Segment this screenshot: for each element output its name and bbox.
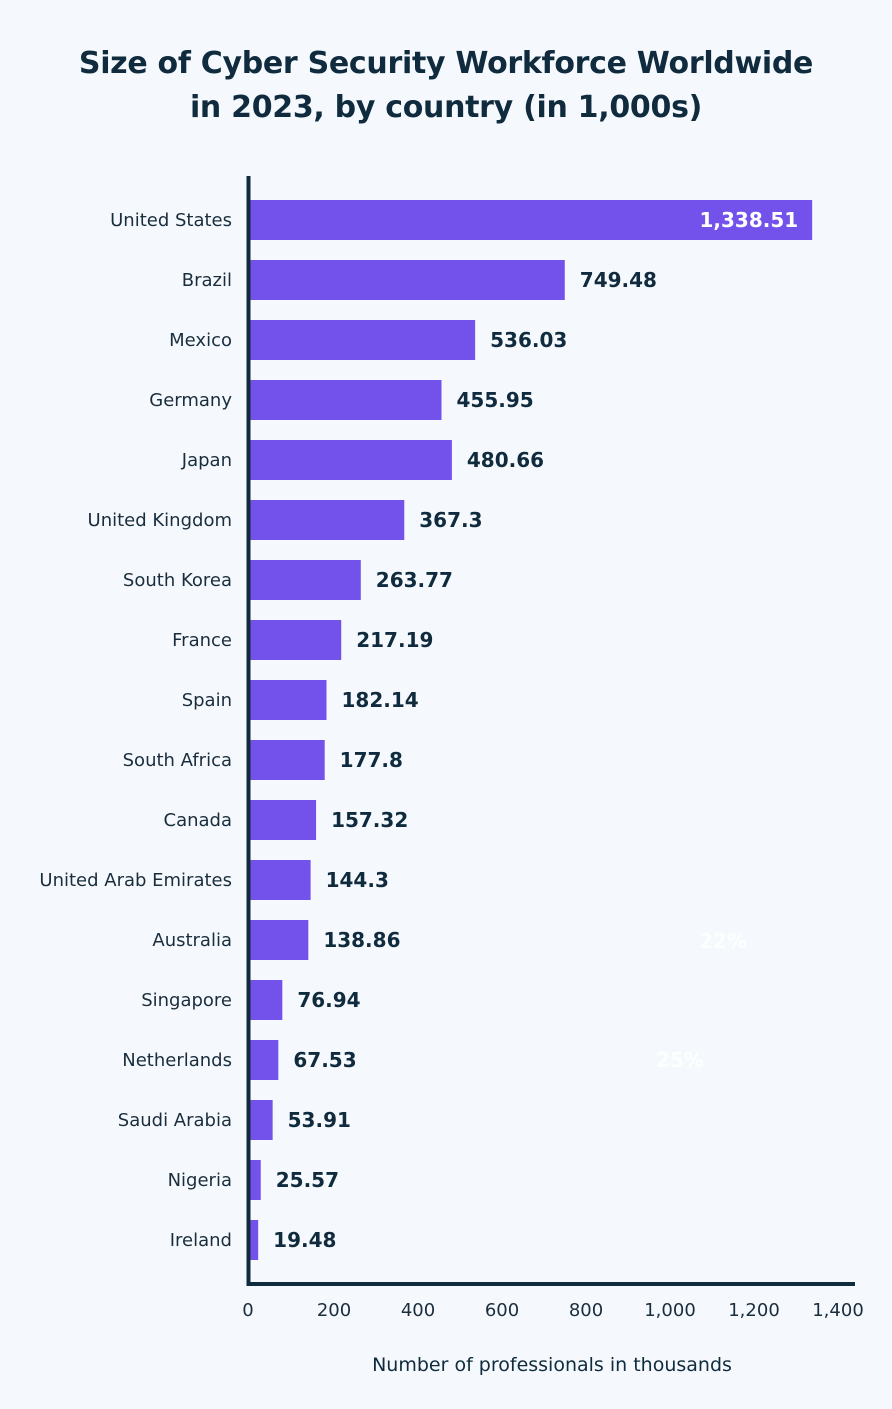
x-tick-label: 1,000: [644, 1300, 696, 1321]
value-label: 144.3: [326, 868, 389, 892]
category-label: Brazil: [182, 270, 232, 291]
bar: [250, 620, 342, 660]
value-label: 217.19: [356, 628, 433, 652]
value-label: 536.03: [490, 328, 567, 352]
x-tick-label: 0: [242, 1300, 253, 1321]
bar: [250, 440, 452, 480]
bar: [250, 740, 325, 780]
annotation-25-percent: 25%: [656, 1048, 704, 1072]
bar: [250, 1220, 259, 1260]
bar: [250, 560, 361, 600]
bars-group: [250, 200, 813, 1260]
value-label: 455.95: [456, 388, 533, 412]
x-axis-title: Number of professionals in thousands: [372, 1354, 732, 1376]
category-label: Mexico: [169, 330, 232, 351]
x-tick-label: 200: [317, 1300, 351, 1321]
value-label: 53.91: [288, 1108, 351, 1132]
category-label: Ireland: [170, 1230, 232, 1251]
x-tick-label: 400: [401, 1300, 435, 1321]
value-label: 19.48: [273, 1228, 336, 1252]
bar: [250, 860, 311, 900]
category-label: Canada: [164, 810, 233, 831]
bar: [250, 680, 327, 720]
value-label: 177.8: [340, 748, 403, 772]
bar: [250, 1040, 279, 1080]
category-label: South Korea: [123, 570, 232, 591]
value-label: 480.66: [467, 448, 544, 472]
category-labels: United States Brazil Mexico Germany Japan Uni…: [39, 210, 232, 1251]
value-label: 749.48: [580, 268, 657, 292]
bar: [250, 980, 283, 1020]
category-label: United Kingdom: [88, 510, 232, 531]
value-labels: 1,338.51 749.48 536.03 455.95 480.66 367.3 263…: [273, 208, 798, 1252]
bar: [250, 920, 309, 960]
category-label: Singapore: [141, 990, 232, 1011]
category-label: Spain: [182, 690, 232, 711]
category-label: South Africa: [123, 750, 232, 771]
value-label: 157.32: [331, 808, 408, 832]
value-label: 25.57: [276, 1168, 339, 1192]
bar: [250, 1160, 261, 1200]
category-label: Germany: [149, 390, 232, 411]
value-label: 1,338.51: [699, 208, 798, 232]
chart-title-line-1: Size of Cyber Security Workforce Worldwi…: [78, 46, 814, 81]
category-label: Nigeria: [168, 1170, 232, 1191]
x-tick-label: 600: [485, 1300, 519, 1321]
value-label: 182.14: [341, 688, 418, 712]
value-label: 138.86: [323, 928, 400, 952]
category-label: Australia: [152, 930, 232, 951]
category-label: Saudi Arabia: [118, 1110, 232, 1131]
value-label: 67.53: [293, 1048, 356, 1072]
category-label: United States: [110, 210, 232, 231]
chart-title-line-2: in 2023, by country (in 1,000s): [189, 90, 703, 125]
bar: [250, 320, 476, 360]
bar: [250, 500, 405, 540]
category-label: Netherlands: [122, 1050, 232, 1071]
annotation-22-percent: 22%: [699, 929, 747, 953]
bar: [250, 260, 565, 300]
value-label: 367.3: [419, 508, 482, 532]
bar: [250, 200, 813, 240]
category-label: United Arab Emirates: [39, 870, 232, 891]
category-label: France: [172, 630, 232, 651]
x-tick-label: 800: [569, 1300, 603, 1321]
x-tick-label: 1,400: [812, 1300, 864, 1321]
bar: [250, 1100, 273, 1140]
x-tick-label: 1,200: [728, 1300, 780, 1321]
x-tick-labels: 0 200 400 600 800 1,000 1,200 1,400: [242, 1300, 863, 1321]
bar: [250, 800, 317, 840]
category-label: Japan: [181, 450, 232, 471]
bar: [250, 380, 442, 420]
value-label: 263.77: [376, 568, 453, 592]
value-label: 76.94: [297, 988, 360, 1012]
chart-title: Size of Cyber Security Workforce Worldwi…: [0, 42, 892, 130]
